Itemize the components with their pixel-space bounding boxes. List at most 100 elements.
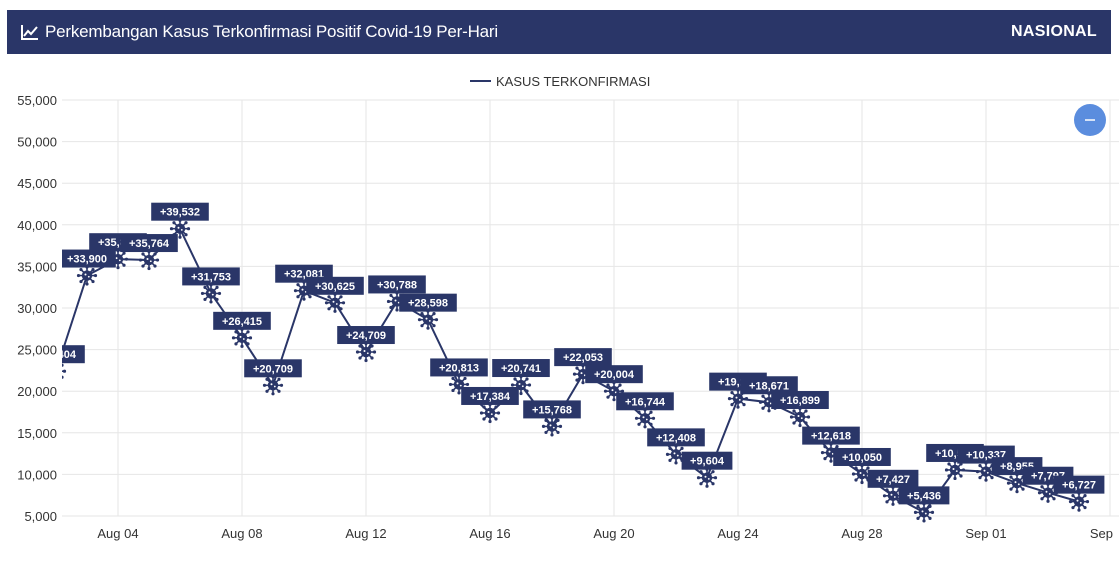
data-point[interactable]: [479, 402, 501, 424]
data-label-text: +39,532: [160, 207, 200, 219]
data-label-text: +20,813: [439, 362, 479, 374]
data-point[interactable]: [138, 249, 160, 271]
data-label-text: +20,741: [501, 363, 541, 375]
data-label-text: +6,727: [1062, 480, 1096, 492]
data-label-text: +7,427: [876, 474, 910, 486]
title-wrap: Perkembangan Kasus Terkonfirmasi Positif…: [21, 22, 498, 42]
data-label-text: +17,384: [470, 391, 511, 403]
data-point[interactable]: [200, 283, 222, 304]
x-tick-label: Sep 01: [965, 526, 1006, 541]
data-point[interactable]: [417, 309, 439, 330]
data-label-text: +31,753: [191, 271, 231, 283]
data-label: +22,404: [36, 345, 85, 364]
y-tick-label: 10,000: [17, 467, 57, 482]
data-label: +28,598: [399, 293, 457, 312]
data-label: +16,744: [616, 392, 674, 411]
data-point[interactable]: [231, 327, 253, 348]
data-point[interactable]: [1037, 482, 1059, 503]
data-label-text: +16,899: [780, 395, 820, 407]
data-label-text: +18,671: [749, 380, 789, 392]
y-tick-label: 40,000: [17, 218, 57, 233]
data-point[interactable]: [634, 408, 656, 429]
data-point[interactable]: [665, 444, 687, 465]
y-tick-label: 15,000: [17, 426, 57, 441]
data-label-text: +33,900: [67, 254, 107, 266]
data-label: +17,384: [461, 386, 519, 405]
line-chart: 5,000 10,000 15,000 20,000 25,000 30,000 35,00…: [17, 74, 1119, 541]
x-tick-label: Aug 20: [593, 526, 634, 541]
y-tick-label: 55,000: [17, 93, 57, 108]
data-label: +9,604: [681, 451, 733, 470]
y-tick-label: 20,000: [17, 384, 57, 399]
data-label: +30,788: [368, 275, 426, 294]
data-label-text: +22,053: [563, 352, 603, 364]
data-label: +24,709: [337, 326, 395, 345]
plot-area: +22,404+33,900+35,867+35,764+39,532+31,7…: [36, 202, 1105, 523]
data-point[interactable]: [262, 375, 284, 396]
legend[interactable]: KASUS TERKONFIRMASI: [470, 74, 650, 89]
data-label-text: +10,050: [842, 452, 882, 464]
data-point[interactable]: [46, 361, 67, 381]
page-title: Perkembangan Kasus Terkonfirmasi Positif…: [45, 22, 498, 41]
x-tick-label: Aug 24: [717, 526, 758, 541]
data-label: +15,768: [523, 400, 581, 419]
x-tick-label: Aug 12: [345, 526, 386, 541]
data-label: +30,625: [306, 276, 364, 295]
data-label-text: +16,744: [625, 396, 666, 408]
region-label: NASIONAL: [1011, 23, 1097, 40]
y-tick-label: 35,000: [17, 259, 57, 274]
data-label-text: +12,618: [811, 431, 851, 443]
data-label-text: +26,415: [222, 316, 262, 328]
x-tick-label: Aug 04: [97, 526, 138, 541]
data-label: +22,053: [554, 348, 612, 367]
data-label-text: +30,788: [377, 279, 417, 291]
line-chart-icon: [21, 24, 39, 40]
data-label-text: +24,709: [346, 330, 386, 342]
data-label-text: +12,408: [656, 432, 696, 444]
x-tick-label: Aug 16: [469, 526, 510, 541]
data-point[interactable]: [355, 341, 377, 363]
data-label: +12,408: [647, 428, 705, 447]
zoom-reset-button[interactable]: [1074, 104, 1106, 136]
data-label-text: +20,709: [253, 363, 293, 375]
data-label: +39,532: [151, 202, 209, 221]
data-label-text: +9,604: [690, 456, 725, 468]
data-point[interactable]: [1068, 491, 1090, 512]
data-label-text: +20,004: [594, 369, 635, 381]
chart-header: Perkembangan Kasus Terkonfirmasi Positif…: [7, 10, 1111, 54]
data-label: +7,427: [867, 469, 919, 488]
data-label: +20,741: [492, 359, 550, 378]
data-label: +18,671: [740, 376, 798, 395]
data-label-text: +30,625: [315, 281, 355, 293]
data-label-text: +22,404: [36, 349, 77, 361]
x-tick-label: Sep: [1090, 526, 1113, 541]
data-label: +33,900: [62, 249, 116, 268]
x-tick-label: Aug 08: [221, 526, 262, 541]
data-label: +31,753: [182, 267, 240, 286]
y-tick-label: 25,000: [17, 343, 57, 358]
data-label: +26,415: [213, 311, 271, 330]
data-label-text: +15,768: [532, 404, 572, 416]
data-label: +12,618: [802, 426, 860, 445]
data-label: +10,050: [833, 447, 891, 466]
data-label: +6,727: [1053, 475, 1105, 494]
data-label: +20,004: [585, 365, 643, 384]
data-label-text: +5,436: [907, 490, 941, 502]
chart-area: 5,000 10,000 15,000 20,000 25,000 30,000 35,00…: [0, 54, 1119, 559]
data-point[interactable]: [76, 265, 98, 286]
data-point[interactable]: [696, 467, 718, 488]
data-label: +20,813: [430, 358, 488, 377]
y-tick-label: 30,000: [17, 301, 57, 316]
data-point[interactable]: [324, 292, 346, 313]
data-point[interactable]: [789, 406, 811, 428]
data-label-text: +28,598: [408, 298, 448, 310]
data-label: +16,899: [771, 391, 829, 410]
legend-label: KASUS TERKONFIRMASI: [496, 74, 650, 89]
y-tick-label: 50,000: [17, 135, 57, 150]
data-point[interactable]: [913, 502, 935, 523]
data-label: +5,436: [898, 486, 950, 505]
data-point[interactable]: [541, 416, 563, 437]
data-label-text: +35,764: [129, 238, 170, 250]
x-tick-label: Aug 28: [841, 526, 882, 541]
y-tick-label: 45,000: [17, 176, 57, 191]
